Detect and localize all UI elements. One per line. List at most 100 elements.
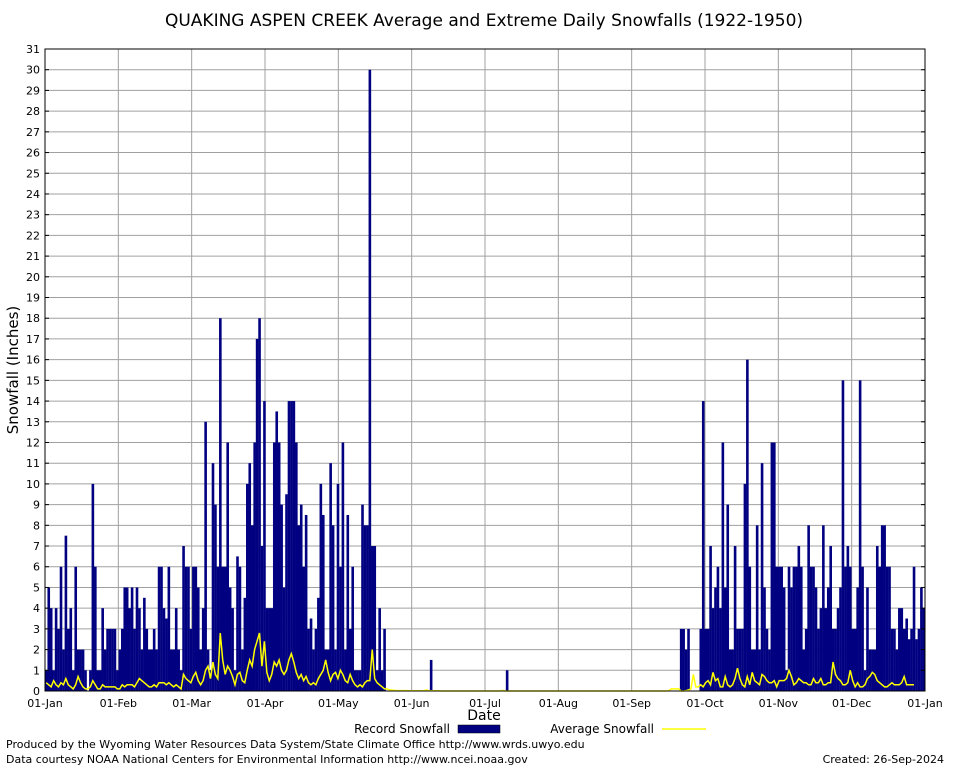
record-snowfall-bar <box>679 628 683 691</box>
record-snowfall-bar <box>809 566 813 691</box>
record-snowfall-bar <box>91 483 95 691</box>
record-snowfall-bar <box>221 566 225 691</box>
record-snowfall-bar <box>356 670 359 691</box>
y-tick-label: 22 <box>26 229 40 242</box>
record-snowfall-bar <box>74 566 78 691</box>
record-snowfall-bar <box>160 566 163 691</box>
record-snowfall-bar <box>312 649 315 691</box>
record-snowfall-bar <box>706 628 710 691</box>
record-snowfall-bar <box>738 628 742 691</box>
record-snowfall-bar <box>223 566 227 691</box>
y-tick-label: 14 <box>26 395 40 408</box>
record-snowfall-bar <box>841 380 845 691</box>
record-snowfall-bar <box>890 628 894 691</box>
record-snowfall-bar <box>812 566 815 691</box>
record-snowfall-bar <box>861 566 864 691</box>
y-tick-label: 1 <box>33 664 40 677</box>
record-snowfall-bar <box>272 442 276 691</box>
y-tick-label: 11 <box>26 457 40 470</box>
record-snowfall-bar <box>241 649 244 691</box>
record-snowfall-bar <box>829 546 832 691</box>
record-snowfall-bar <box>260 546 264 691</box>
record-snowfall-bar <box>268 608 271 691</box>
record-snowfall-bar <box>246 483 249 691</box>
record-snowfall-bar <box>84 670 87 691</box>
record-snowfall-bar <box>182 546 185 691</box>
record-snowfall-bar <box>62 649 65 691</box>
y-tick-label: 23 <box>26 209 40 222</box>
record-snowfall-bar <box>348 628 352 691</box>
record-snowfall-bar <box>89 670 92 691</box>
record-snowfall-bar <box>147 649 151 691</box>
record-snowfall-bar <box>113 628 117 691</box>
record-snowfall-bar <box>49 608 53 691</box>
record-snowfall-bar <box>201 608 205 691</box>
record-snowfall-bar <box>174 608 178 691</box>
y-tick-label: 26 <box>26 147 40 160</box>
y-tick-label: 16 <box>26 354 40 367</box>
record-snowfall-bar <box>123 587 127 691</box>
record-snowfall-bar <box>290 401 293 691</box>
record-snowfall-bar <box>844 566 847 691</box>
record-snowfall-bar <box>731 649 734 691</box>
legend: Record Snowfall Average Snowfall <box>354 722 706 736</box>
y-tick-label: 13 <box>26 416 40 429</box>
record-snowfall-bar <box>765 628 769 691</box>
record-snowfall-bar <box>155 649 158 691</box>
record-snowfall-bar <box>883 525 886 691</box>
record-snowfall-bar <box>238 566 242 691</box>
record-snowfall-bar <box>851 628 855 691</box>
record-snowfall-bar <box>270 608 274 691</box>
record-snowfall-bar <box>321 514 325 691</box>
record-snowfall-bar <box>905 618 908 691</box>
x-tick-label: 01-Oct <box>686 697 724 710</box>
y-tick-label: 15 <box>26 374 40 387</box>
record-snowfall-bar <box>699 628 703 691</box>
record-snowfall-bar <box>128 608 131 691</box>
record-snowfall-bar <box>219 318 222 691</box>
x-tick-label: 01-Apr <box>247 697 284 710</box>
record-snowfall-bar <box>770 442 774 691</box>
y-tick-label: 18 <box>26 312 40 325</box>
record-snowfall-bar <box>902 628 906 691</box>
record-snowfall-bar <box>875 546 879 691</box>
record-snowfall-bar <box>868 649 872 691</box>
record-snowfall-bar <box>138 608 141 691</box>
record-snowfall-bar <box>898 608 901 691</box>
record-snowfall-bar <box>873 649 877 691</box>
record-snowfall-bar <box>682 628 685 691</box>
record-snowfall-bar <box>361 504 364 691</box>
record-snowfall-bar <box>807 525 810 691</box>
record-snowfall-bar <box>179 670 183 691</box>
record-snowfall-bar <box>81 649 85 691</box>
x-tick-label: 01-Sep <box>612 697 651 710</box>
record-snowfall-bar <box>150 649 153 691</box>
record-snowfall-bar <box>69 608 73 691</box>
record-snowfall-bar <box>748 566 752 691</box>
record-snowfall-bar <box>758 649 761 691</box>
record-snowfall-bar <box>373 546 377 691</box>
record-snowfall-bar <box>329 463 332 691</box>
record-snowfall-bar <box>299 504 303 691</box>
y-tick-label: 0 <box>33 685 40 698</box>
record-snowfall-bar <box>170 649 173 691</box>
record-snowfall-bar <box>822 525 825 691</box>
record-snowfall-bar <box>204 421 207 691</box>
x-tick-label: 01-Jun <box>394 697 430 710</box>
record-snowfall-bar <box>255 338 259 691</box>
x-tick-label: 01-Jul <box>469 697 501 710</box>
record-snowfall-bar <box>307 628 310 691</box>
record-snowfall-bar <box>135 587 139 691</box>
record-snowfall-bar <box>250 525 254 691</box>
y-tick-label: 2 <box>33 644 40 657</box>
footer-data-courtesy: Data courtesy NOAA National Centers for … <box>6 753 528 766</box>
record-snowfall-bar <box>775 566 779 691</box>
record-snowfall-bar <box>317 597 320 691</box>
record-snowfall-bar <box>302 566 305 691</box>
record-snowfall-bar <box>900 608 904 691</box>
y-tick-label: 17 <box>26 333 40 346</box>
record-snowfall-bar <box>106 628 109 691</box>
record-snowfall-bar <box>888 566 891 691</box>
record-snowfall-bar <box>846 546 850 691</box>
record-snowfall-bar <box>165 618 168 691</box>
